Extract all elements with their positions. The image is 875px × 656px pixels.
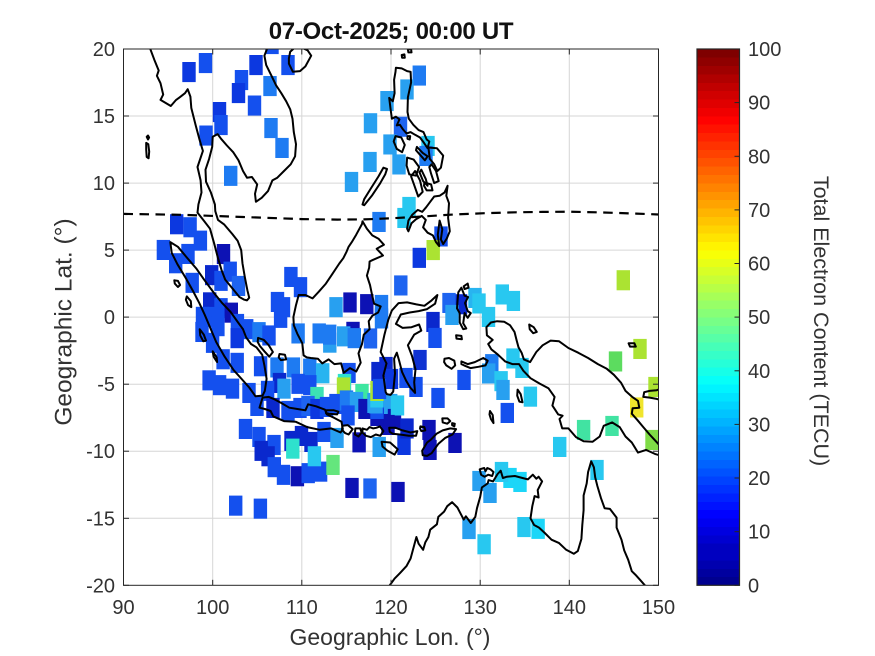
svg-text:-15: -15 — [86, 508, 115, 530]
svg-text:-20: -20 — [86, 575, 115, 597]
svg-text:120: 120 — [374, 597, 407, 619]
svg-text:07-Oct-2025; 00:00 UT: 07-Oct-2025; 00:00 UT — [269, 18, 514, 45]
svg-text:90: 90 — [112, 597, 134, 619]
svg-text:20: 20 — [748, 468, 770, 490]
svg-text:5: 5 — [104, 240, 115, 262]
svg-text:Geographic Lat. (°): Geographic Lat. (°) — [51, 218, 78, 425]
svg-text:10: 10 — [93, 173, 115, 195]
svg-text:80: 80 — [748, 146, 770, 168]
svg-text:-10: -10 — [86, 441, 115, 463]
svg-text:130: 130 — [464, 597, 497, 619]
svg-text:60: 60 — [748, 254, 770, 276]
svg-text:100: 100 — [748, 39, 781, 61]
svg-text:10: 10 — [748, 522, 770, 544]
svg-text:Total Electron Content (TECU): Total Electron Content (TECU) — [809, 176, 833, 466]
svg-text:140: 140 — [553, 597, 586, 619]
svg-text:40: 40 — [748, 361, 770, 383]
svg-text:30: 30 — [748, 414, 770, 436]
svg-text:-5: -5 — [97, 374, 115, 396]
svg-text:90: 90 — [748, 93, 770, 115]
svg-text:20: 20 — [93, 39, 115, 61]
svg-text:150: 150 — [642, 597, 675, 619]
svg-text:100: 100 — [196, 597, 229, 619]
svg-text:Geographic Lon. (°): Geographic Lon. (°) — [290, 624, 491, 650]
svg-text:0: 0 — [748, 575, 759, 597]
svg-text:70: 70 — [748, 200, 770, 222]
svg-text:110: 110 — [286, 597, 318, 619]
svg-text:50: 50 — [748, 307, 770, 329]
svg-text:15: 15 — [93, 106, 115, 128]
svg-text:0: 0 — [104, 307, 115, 329]
